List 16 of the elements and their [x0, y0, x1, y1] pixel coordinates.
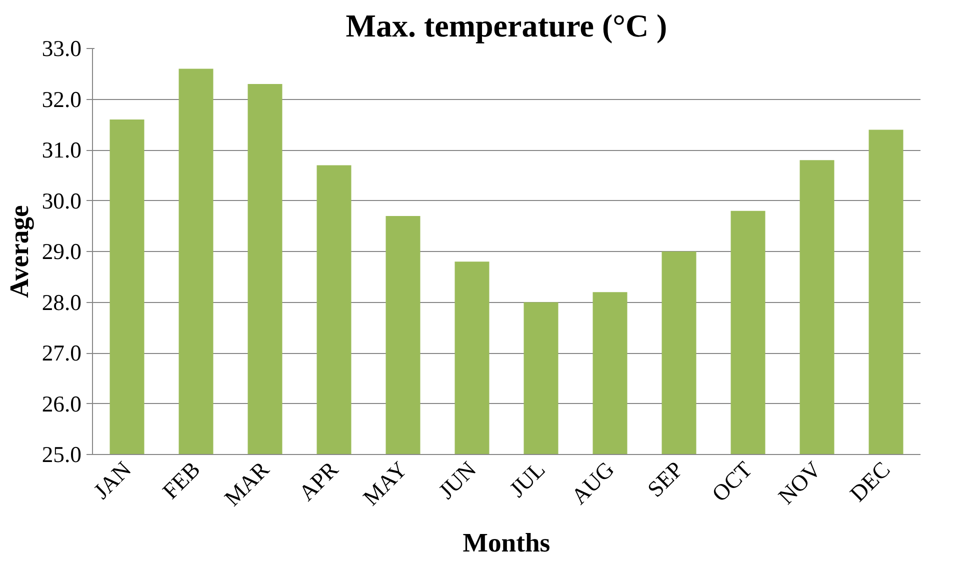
y-tick-label: 31.0 [42, 138, 82, 162]
y-tick-label: 27.0 [42, 340, 82, 366]
y-tick-label: 26.0 [42, 391, 82, 416]
y-tick-label: 29.0 [42, 239, 82, 264]
y-tick-label: 33.0 [42, 36, 82, 61]
y-tick-label: 32.0 [42, 86, 82, 112]
x-tick-label: FEB [158, 456, 205, 504]
x-tick-label: SEP [642, 456, 688, 502]
y-tick-label: 28.0 [42, 290, 82, 315]
x-tick-label: JUL [504, 456, 550, 502]
chart-title: Max. temperature (°C ) [346, 8, 668, 44]
x-axis-title: Months [462, 528, 550, 558]
x-tick-label: APR [294, 456, 344, 506]
y-tick-label: 25.0 [42, 442, 82, 467]
y-axis-title: Average [4, 204, 34, 298]
y-tick-label: 30.0 [42, 188, 82, 214]
